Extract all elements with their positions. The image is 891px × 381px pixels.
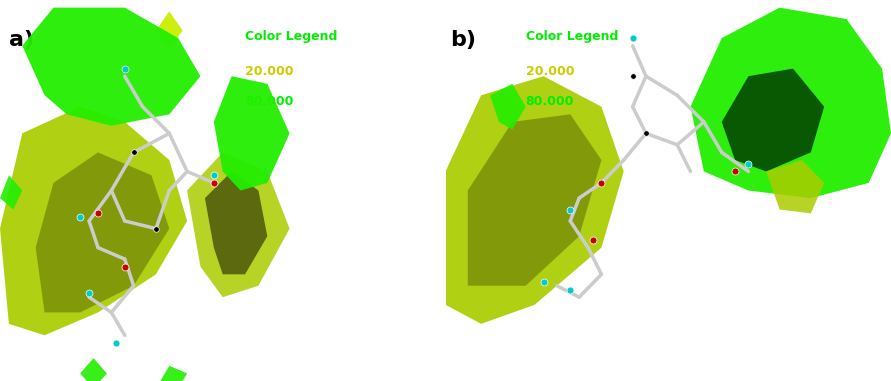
Polygon shape [0, 175, 22, 210]
Polygon shape [722, 69, 824, 171]
Polygon shape [490, 84, 526, 130]
Polygon shape [214, 76, 290, 190]
Polygon shape [468, 114, 601, 286]
Text: Color Legend: Color Legend [526, 30, 618, 43]
Text: Color Legend: Color Legend [245, 30, 338, 43]
Polygon shape [766, 160, 824, 213]
Text: 20.000: 20.000 [526, 65, 574, 78]
Polygon shape [446, 76, 624, 324]
Polygon shape [36, 152, 169, 312]
Polygon shape [205, 171, 267, 274]
Polygon shape [187, 152, 290, 297]
Text: 20.000: 20.000 [245, 65, 293, 78]
Polygon shape [0, 107, 187, 335]
Polygon shape [691, 8, 891, 198]
Text: 80.000: 80.000 [245, 95, 293, 108]
Polygon shape [80, 358, 107, 381]
Text: a): a) [9, 30, 34, 50]
Text: 80.000: 80.000 [526, 95, 574, 108]
Polygon shape [156, 11, 183, 50]
Polygon shape [22, 8, 200, 126]
Text: b): b) [450, 30, 476, 50]
Polygon shape [160, 366, 187, 381]
